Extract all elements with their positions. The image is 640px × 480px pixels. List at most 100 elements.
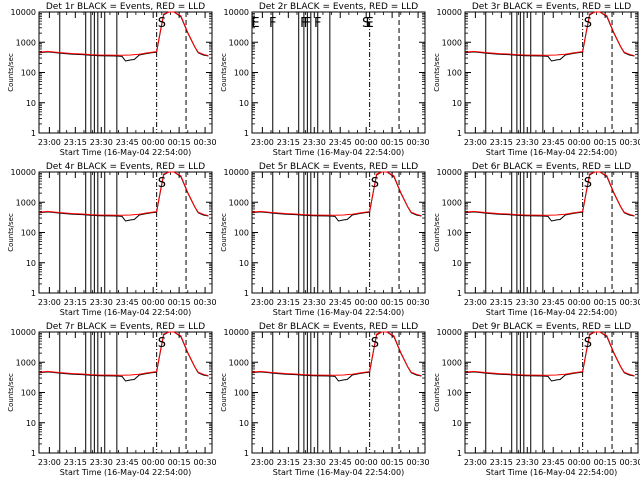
x-tick-label: 00:00 bbox=[568, 458, 591, 467]
x-tick-label: 00:00 bbox=[355, 458, 378, 467]
y-tick-label: 1 bbox=[244, 129, 249, 138]
x-tick-label: 23:00 bbox=[251, 138, 274, 147]
panel-title: Det 7r BLACK = Events, RED = LLD bbox=[46, 322, 205, 332]
y-tick-label: 1000 bbox=[229, 358, 249, 367]
x-axis-label: Start Time (16-May-04 22:54:00) bbox=[486, 308, 617, 317]
x-tick-label: 23:45 bbox=[542, 298, 565, 307]
x-tick-label: 23:00 bbox=[38, 298, 61, 307]
x-axis-label: Start Time (16-May-04 22:54:00) bbox=[273, 308, 404, 317]
x-tick-label: 23:15 bbox=[64, 298, 87, 307]
y-axis-label: Counts/sec bbox=[220, 373, 228, 412]
x-tick-label: 23:00 bbox=[464, 138, 487, 147]
x-tick-label: 23:45 bbox=[329, 458, 352, 467]
x-tick-label: 23:15 bbox=[277, 298, 300, 307]
y-tick-label: 10 bbox=[452, 259, 462, 268]
event-marker: S bbox=[158, 16, 166, 31]
x-tick-label: 00:15 bbox=[381, 298, 404, 307]
x-tick-label: 23:15 bbox=[64, 458, 87, 467]
y-tick-label: 10 bbox=[239, 259, 249, 268]
x-tick-label: 23:45 bbox=[329, 138, 352, 147]
panel-title: Det 4r BLACK = Events, RED = LLD bbox=[46, 162, 205, 172]
y-tick-label: 1 bbox=[244, 449, 249, 458]
event-marker: F bbox=[300, 16, 307, 31]
x-axis-label: Start Time (16-May-04 22:54:00) bbox=[273, 148, 404, 157]
series-events-line bbox=[251, 331, 422, 382]
y-tick-label: 100 bbox=[21, 69, 36, 78]
x-tick-label: 23:15 bbox=[277, 458, 300, 467]
y-tick-label: 1 bbox=[457, 289, 462, 298]
y-axis-label: Counts/sec bbox=[7, 373, 15, 412]
panel-title: Det 9r BLACK = Events, RED = LLD bbox=[472, 322, 631, 332]
event-marker: S bbox=[584, 176, 592, 191]
y-tick-label: 10 bbox=[26, 99, 36, 108]
x-axis-label: Start Time (16-May-04 22:54:00) bbox=[273, 468, 404, 477]
y-tick-label: 100 bbox=[21, 389, 36, 398]
x-tick-label: 23:45 bbox=[542, 138, 565, 147]
x-tick-label: 23:15 bbox=[277, 138, 300, 147]
series-lld-line bbox=[251, 171, 422, 217]
x-tick-label: 23:00 bbox=[38, 458, 61, 467]
x-tick-label: 23:30 bbox=[90, 458, 113, 467]
x-tick-label: 00:00 bbox=[355, 138, 378, 147]
x-tick-label: 00:30 bbox=[194, 138, 217, 147]
y-tick-label: 10000 bbox=[11, 168, 36, 177]
x-tick-label: 23:45 bbox=[116, 298, 139, 307]
event-marker: S bbox=[158, 336, 166, 351]
x-tick-label: 00:30 bbox=[620, 458, 640, 467]
panel-title: Det 5r BLACK = Events, RED = LLD bbox=[259, 162, 418, 172]
y-tick-label: 10000 bbox=[224, 168, 249, 177]
panel-det-1: Det 1r BLACK = Events, RED = LLD 1 10 100 10… bbox=[7, 2, 217, 157]
x-tick-label: 00:30 bbox=[194, 298, 217, 307]
x-tick-label: 23:45 bbox=[116, 138, 139, 147]
y-tick-label: 1000 bbox=[16, 38, 36, 47]
panel-title: Det 8r BLACK = Events, RED = LLD bbox=[259, 322, 418, 332]
series-events-line bbox=[38, 11, 209, 62]
event-marker: S bbox=[584, 336, 592, 351]
series-lld-line bbox=[464, 331, 635, 377]
x-tick-label: 00:30 bbox=[407, 458, 430, 467]
panel-det-2: Det 2r BLACK = Events, RED = LLD 1 10 100 10… bbox=[220, 2, 430, 157]
x-tick-label: 00:00 bbox=[568, 298, 591, 307]
y-tick-label: 1000 bbox=[16, 358, 36, 367]
x-tick-label: 23:15 bbox=[490, 458, 513, 467]
y-axis-label: Counts/sec bbox=[433, 213, 441, 252]
series-lld-line bbox=[38, 331, 209, 377]
y-tick-label: 10000 bbox=[437, 168, 462, 177]
panel-title: Det 2r BLACK = Events, RED = LLD bbox=[259, 2, 418, 12]
x-tick-label: 00:30 bbox=[620, 138, 640, 147]
y-axis-label: Counts/sec bbox=[220, 213, 228, 252]
y-tick-label: 10 bbox=[239, 419, 249, 428]
y-tick-label: 1000 bbox=[16, 198, 36, 207]
series-events-line bbox=[464, 11, 635, 62]
x-axis-label: Start Time (16-May-04 22:54:00) bbox=[60, 148, 191, 157]
x-tick-label: 00:15 bbox=[168, 138, 191, 147]
x-tick-label: 23:00 bbox=[464, 298, 487, 307]
x-tick-label: 23:30 bbox=[516, 298, 539, 307]
y-axis-label: Counts/sec bbox=[7, 53, 15, 92]
event-marker: F bbox=[269, 16, 276, 31]
x-axis-label: Start Time (16-May-04 22:54:00) bbox=[486, 468, 617, 477]
y-tick-label: 10 bbox=[239, 99, 249, 108]
x-tick-label: 23:00 bbox=[251, 298, 274, 307]
y-tick-label: 1 bbox=[244, 289, 249, 298]
x-tick-label: 00:00 bbox=[142, 138, 165, 147]
x-tick-label: 00:15 bbox=[381, 458, 404, 467]
y-tick-label: 10000 bbox=[437, 8, 462, 17]
x-tick-label: 23:00 bbox=[38, 138, 61, 147]
x-tick-label: 23:45 bbox=[329, 298, 352, 307]
y-tick-label: 1 bbox=[457, 449, 462, 458]
y-tick-label: 10000 bbox=[437, 328, 462, 337]
series-lld-line bbox=[38, 11, 209, 57]
y-tick-label: 1000 bbox=[442, 198, 462, 207]
y-tick-label: 1 bbox=[457, 129, 462, 138]
series-events-line bbox=[251, 171, 422, 222]
series-lld-line bbox=[251, 331, 422, 377]
y-tick-label: 1 bbox=[31, 289, 36, 298]
panel-det-3: Det 3r BLACK = Events, RED = LLD 1 10 100 10… bbox=[433, 2, 640, 157]
y-axis-label: Counts/sec bbox=[7, 213, 15, 252]
x-tick-label: 23:30 bbox=[516, 138, 539, 147]
y-axis-label: Counts/sec bbox=[220, 53, 228, 92]
x-tick-label: 00:15 bbox=[594, 298, 617, 307]
x-tick-label: 23:45 bbox=[542, 458, 565, 467]
x-tick-label: 00:15 bbox=[168, 458, 191, 467]
